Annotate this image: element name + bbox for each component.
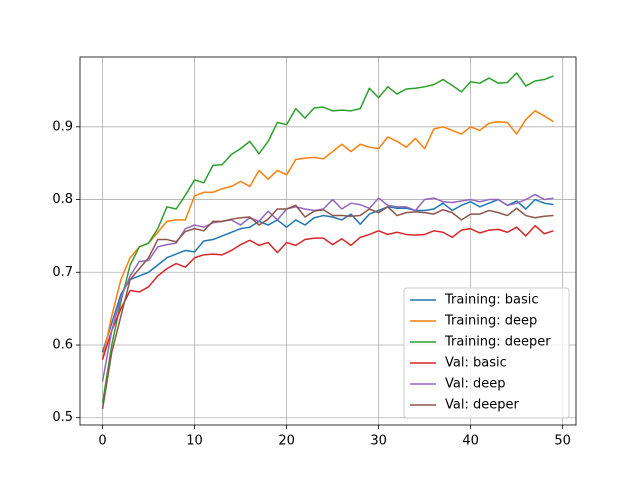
x-tick-label: 30	[370, 434, 387, 449]
legend-label: Val: basic	[445, 356, 507, 371]
x-tick-label: 20	[278, 434, 295, 449]
x-tick-label: 40	[462, 434, 479, 449]
y-tick-label: 0.7	[52, 265, 73, 280]
x-tick-label: 0	[98, 434, 106, 449]
legend-label: Val: deeper	[445, 398, 519, 413]
line-series	[101, 110, 554, 360]
axes-frame	[79, 56, 577, 426]
legend-box	[403, 287, 570, 419]
legend-label: Val: deep	[445, 377, 505, 392]
x-tick-label: 50	[554, 434, 571, 449]
legend-label: Training: deep	[444, 314, 537, 329]
line-series	[101, 204, 554, 410]
y-tick-label: 0.5	[52, 410, 73, 425]
line-series	[101, 72, 554, 404]
line-series	[101, 198, 554, 353]
y-tick-label: 0.6	[52, 338, 73, 353]
y-tick-label: 0.8	[52, 192, 73, 207]
line-series	[101, 224, 554, 360]
legend-label: Training: deeper	[444, 335, 551, 350]
legend-label: Training: basic	[444, 293, 539, 308]
y-tick-label: 0.9	[52, 119, 73, 134]
x-tick-label: 10	[186, 434, 203, 449]
